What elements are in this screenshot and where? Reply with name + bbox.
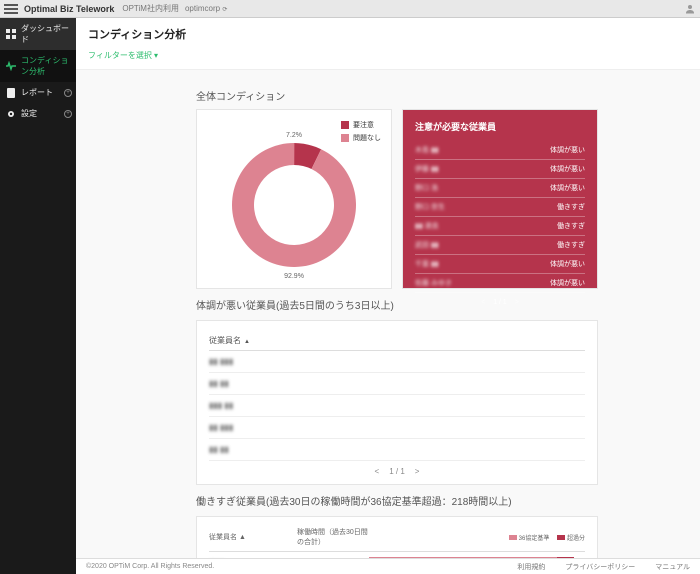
badhealth-card: 従業員名▲ ▮▮ ▮▮▮▮▮ ▮▮▮▮▮ ▮▮▮▮ ▮▮▮▮▮ ▮▮ < 1 /… (196, 320, 598, 485)
menu-icon[interactable] (4, 2, 18, 16)
employee-row[interactable]: ▮▮ ▮▮ (209, 439, 585, 461)
pager-prev[interactable]: < (375, 467, 380, 476)
attention-row[interactable]: 野口 奈生働きすぎ (415, 198, 585, 217)
attention-title: 注意が必要な従業員 (415, 120, 585, 133)
employee-row[interactable]: ▮▮▮ ▮▮ (209, 395, 585, 417)
user-icon[interactable] (684, 3, 696, 15)
expand-icon[interactable]: + (64, 89, 72, 97)
badhealth-pager: < 1 / 1 > (209, 467, 585, 476)
attention-row[interactable]: 武田 ▮▮働きすぎ (415, 236, 585, 255)
attention-card: 注意が必要な従業員 木島 ▮▮体調が悪い伊藤 ▮▮体調が悪い野口 浩体調が悪い野… (402, 109, 598, 289)
pager-text: 1 / 1 (493, 299, 507, 306)
tenant-name: OPTiM社内利用 (122, 3, 179, 14)
footer-link[interactable]: プライバシーポリシー (565, 562, 635, 572)
attention-pager: < 1 / 1 > (415, 299, 585, 306)
attention-row[interactable]: 野口 浩体調が悪い (415, 179, 585, 198)
employee-row[interactable]: ▮▮ ▮▮▮ (209, 417, 585, 439)
sidebar-item[interactable]: レポート + (0, 82, 76, 103)
employee-row[interactable]: ▮▮ ▮▮▮ (209, 351, 585, 373)
section-overall-title: 全体コンディション (196, 88, 688, 103)
donut-pct-top: 7.2% (286, 132, 302, 139)
pulse-icon (6, 61, 16, 71)
donut-card: 要注意問題なし 7.2% 92.9% (196, 109, 392, 289)
pager-text: 1 / 1 (389, 467, 405, 476)
page-header: コンディション分析 (76, 18, 700, 46)
topbar: Optimal Biz Telework OPTiM社内利用 optimcorp… (0, 0, 700, 18)
footer-link[interactable]: マニュアル (655, 562, 690, 572)
sidebar-item[interactable]: 設定 + (0, 103, 76, 124)
footer: ©2020 OPTiM Corp. All Rights Reserved. 利… (76, 558, 700, 574)
employee-row[interactable]: ▮▮ ▮▮ (209, 373, 585, 395)
sidebar-label: コンディション分析 (21, 55, 70, 77)
doc-icon (6, 88, 16, 98)
attention-row[interactable]: 伊藤 ▮▮体調が悪い (415, 160, 585, 179)
brand: Optimal Biz Telework (24, 4, 114, 14)
footer-link[interactable]: 利用規約 (517, 562, 545, 572)
attention-row[interactable]: 千葉 ▮▮体調が悪い (415, 255, 585, 274)
filter-select[interactable]: フィルターを選択 ▾ (88, 51, 158, 60)
sidebar-label: 設定 (21, 108, 37, 119)
legend-item: 要注意 (341, 120, 381, 130)
expand-icon[interactable]: + (64, 110, 72, 118)
sidebar-label: ダッシュボード (21, 23, 70, 45)
grid-icon (6, 29, 16, 39)
page-title: コンディション分析 (88, 26, 688, 42)
section-overwork-title: 働きすぎ従業員(過去30日の稼働時間が36協定基準超過：218時間以上) (196, 493, 688, 508)
sidebar-item[interactable]: ダッシュボード (0, 18, 76, 50)
legend-item: 36協定基準 (509, 533, 549, 542)
copyright: ©2020 OPTiM Corp. All Rights Reserved. (86, 563, 214, 570)
gear-icon (6, 109, 16, 119)
sidebar-label: レポート (21, 87, 53, 98)
badhealth-header[interactable]: 従業員名▲ (209, 331, 585, 351)
pager-next[interactable]: > (515, 299, 519, 306)
donut-pct-bottom: 92.9% (284, 273, 304, 280)
account-name[interactable]: optimcorp ⟳ (185, 4, 227, 13)
pager-next[interactable]: > (415, 467, 420, 476)
sidebar: ダッシュボードコンディション分析レポート + 設定 + (0, 18, 76, 574)
overwork-header: 従業員名 ▲ 稼働時間（過去30日間の合計） 36協定基準 超過分 (209, 527, 585, 552)
donut-chart: 7.2% 92.9% (219, 130, 369, 280)
main-content: コンディション分析 フィルターを選択 ▾ 全体コンディション 要注意問題なし 7… (76, 18, 700, 574)
filter-bar: フィルターを選択 ▾ (76, 46, 700, 70)
legend-item: 超過分 (557, 533, 585, 542)
attention-row[interactable]: 佐藤 みゆき体調が悪い (415, 274, 585, 293)
sort-icon: ▲ (244, 339, 250, 345)
sidebar-item[interactable]: コンディション分析 (0, 50, 76, 82)
attention-row[interactable]: ▮▮ 達良働きすぎ (415, 217, 585, 236)
pager-prev[interactable]: < (481, 299, 485, 306)
attention-row[interactable]: 木島 ▮▮体調が悪い (415, 141, 585, 160)
